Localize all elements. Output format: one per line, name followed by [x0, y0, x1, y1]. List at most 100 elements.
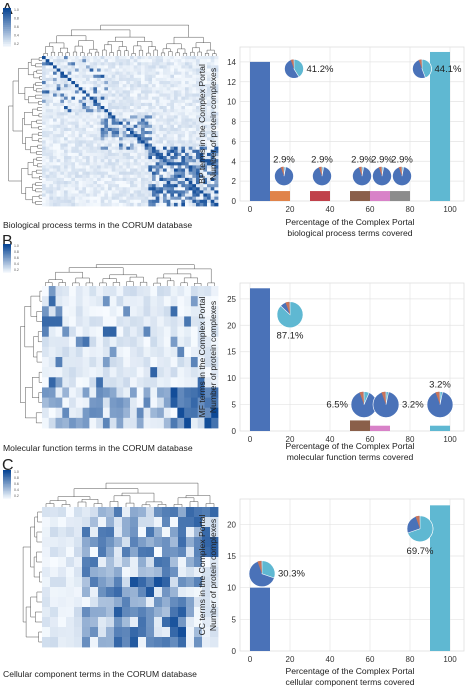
heatmap-cell [207, 181, 212, 185]
heatmap-cell [185, 174, 190, 179]
heatmap-cell [122, 165, 127, 169]
colorbar-swatch [3, 44, 11, 47]
x-tick-label: 80 [406, 655, 415, 664]
heatmap-cell [196, 184, 201, 188]
heatmap-cell [177, 357, 185, 368]
heatmap-cell [166, 127, 171, 132]
heatmap-cell [106, 507, 115, 518]
heatmap-cell [188, 124, 193, 129]
heatmap-cell [62, 296, 70, 307]
heatmap-cell [137, 81, 142, 85]
heatmap-cell [111, 74, 116, 79]
heatmap-cell [89, 121, 94, 126]
heatmap-cell [181, 199, 186, 204]
heatmap-cell [199, 74, 204, 79]
heatmap-cell [75, 137, 80, 141]
heatmap-cell [60, 84, 65, 88]
heatmap-cell [60, 146, 65, 151]
heatmap-cell [177, 152, 182, 157]
heatmap-cell [123, 286, 131, 297]
heatmap-cell [100, 56, 105, 60]
heatmap-cell [155, 193, 160, 198]
heatmap-cell [130, 199, 135, 204]
heatmap-cell [155, 146, 160, 151]
heatmap-cell [137, 124, 142, 129]
heatmap-cell [166, 65, 171, 69]
colorbar-swatch [3, 256, 11, 259]
heatmap-cell [163, 102, 168, 107]
heatmap-cell [170, 171, 175, 176]
heatmap-cell [71, 62, 76, 66]
heatmap-cell [174, 121, 179, 126]
heatmap-cell [53, 96, 58, 101]
heatmap-cell [170, 357, 178, 368]
heatmap-cell [146, 517, 155, 528]
heatmap-cell [108, 77, 113, 82]
heatmap-cell [194, 627, 203, 638]
heatmap-cell [157, 316, 165, 327]
heatmap-cell [163, 387, 172, 398]
heatmap-cell [49, 102, 54, 107]
heatmap-cell [56, 90, 61, 94]
heatmap-cell [207, 90, 212, 94]
heatmap-cell [82, 106, 87, 110]
heatmap-cell [181, 87, 186, 91]
heatmap-cell [56, 184, 61, 188]
heatmap-cell [42, 112, 47, 116]
heatmap-cell [174, 118, 179, 123]
heatmap-cell [89, 71, 94, 76]
heatmap-cell [55, 286, 63, 297]
heatmap-cell [162, 597, 171, 608]
heatmap-cell [133, 62, 138, 66]
heatmap-cell [60, 140, 65, 144]
heatmap-cell [100, 127, 105, 132]
heatmap-cell [141, 140, 146, 144]
bar-chart: 0 20 40 60 80 1000510152030.3%69.7%Percentage… [197, 498, 465, 687]
heatmap-cell [181, 146, 186, 151]
heatmap-cell [154, 557, 163, 568]
colorbar-swatch [3, 23, 11, 26]
dendrogram-branch [37, 511, 42, 523]
heatmap-cell [148, 109, 153, 113]
heatmap-cell [178, 627, 187, 638]
heatmap-cell [119, 140, 124, 144]
heatmap-cell [45, 59, 50, 63]
heatmap-cell [102, 296, 111, 307]
heatmap-cell [181, 112, 186, 116]
heatmap-cell [214, 102, 219, 107]
heatmap-cell [86, 190, 91, 194]
heatmap-cell [185, 124, 190, 129]
heatmap-cell [53, 124, 58, 129]
heatmap-cell [159, 193, 164, 198]
heatmap-cell [108, 199, 113, 204]
heatmap-cell [122, 143, 127, 148]
heatmap-cell [178, 517, 187, 528]
heatmap-cell [177, 397, 185, 409]
colorbar-swatch [3, 267, 11, 270]
heatmap-cell [60, 174, 65, 179]
heatmap-cell [177, 102, 182, 107]
heatmap-cell [53, 165, 58, 169]
heatmap-cell [155, 84, 160, 88]
heatmap-cell [114, 527, 123, 538]
heatmap-cell [144, 165, 149, 169]
heatmap-cell [170, 177, 175, 182]
heatmap-cell [210, 637, 219, 648]
heatmap-cell [82, 184, 87, 188]
heatmap-cell [111, 84, 116, 88]
heatmap-cell [199, 181, 204, 185]
heatmap-cell [133, 71, 138, 76]
heatmap-cell [192, 99, 197, 104]
heatmap-cell [82, 199, 87, 204]
heatmap-cell [188, 165, 193, 169]
heatmap-cell [122, 149, 127, 154]
heatmap-cell [192, 96, 197, 101]
heatmap-cell [174, 106, 179, 110]
heatmap-cell [82, 367, 90, 378]
heatmap-cell [138, 537, 147, 548]
heatmap-cell [152, 146, 157, 151]
dendrogram-branch [182, 52, 188, 56]
heatmap-cell [203, 143, 208, 148]
heatmap-cell [137, 184, 142, 188]
heatmap-cell [188, 77, 193, 82]
